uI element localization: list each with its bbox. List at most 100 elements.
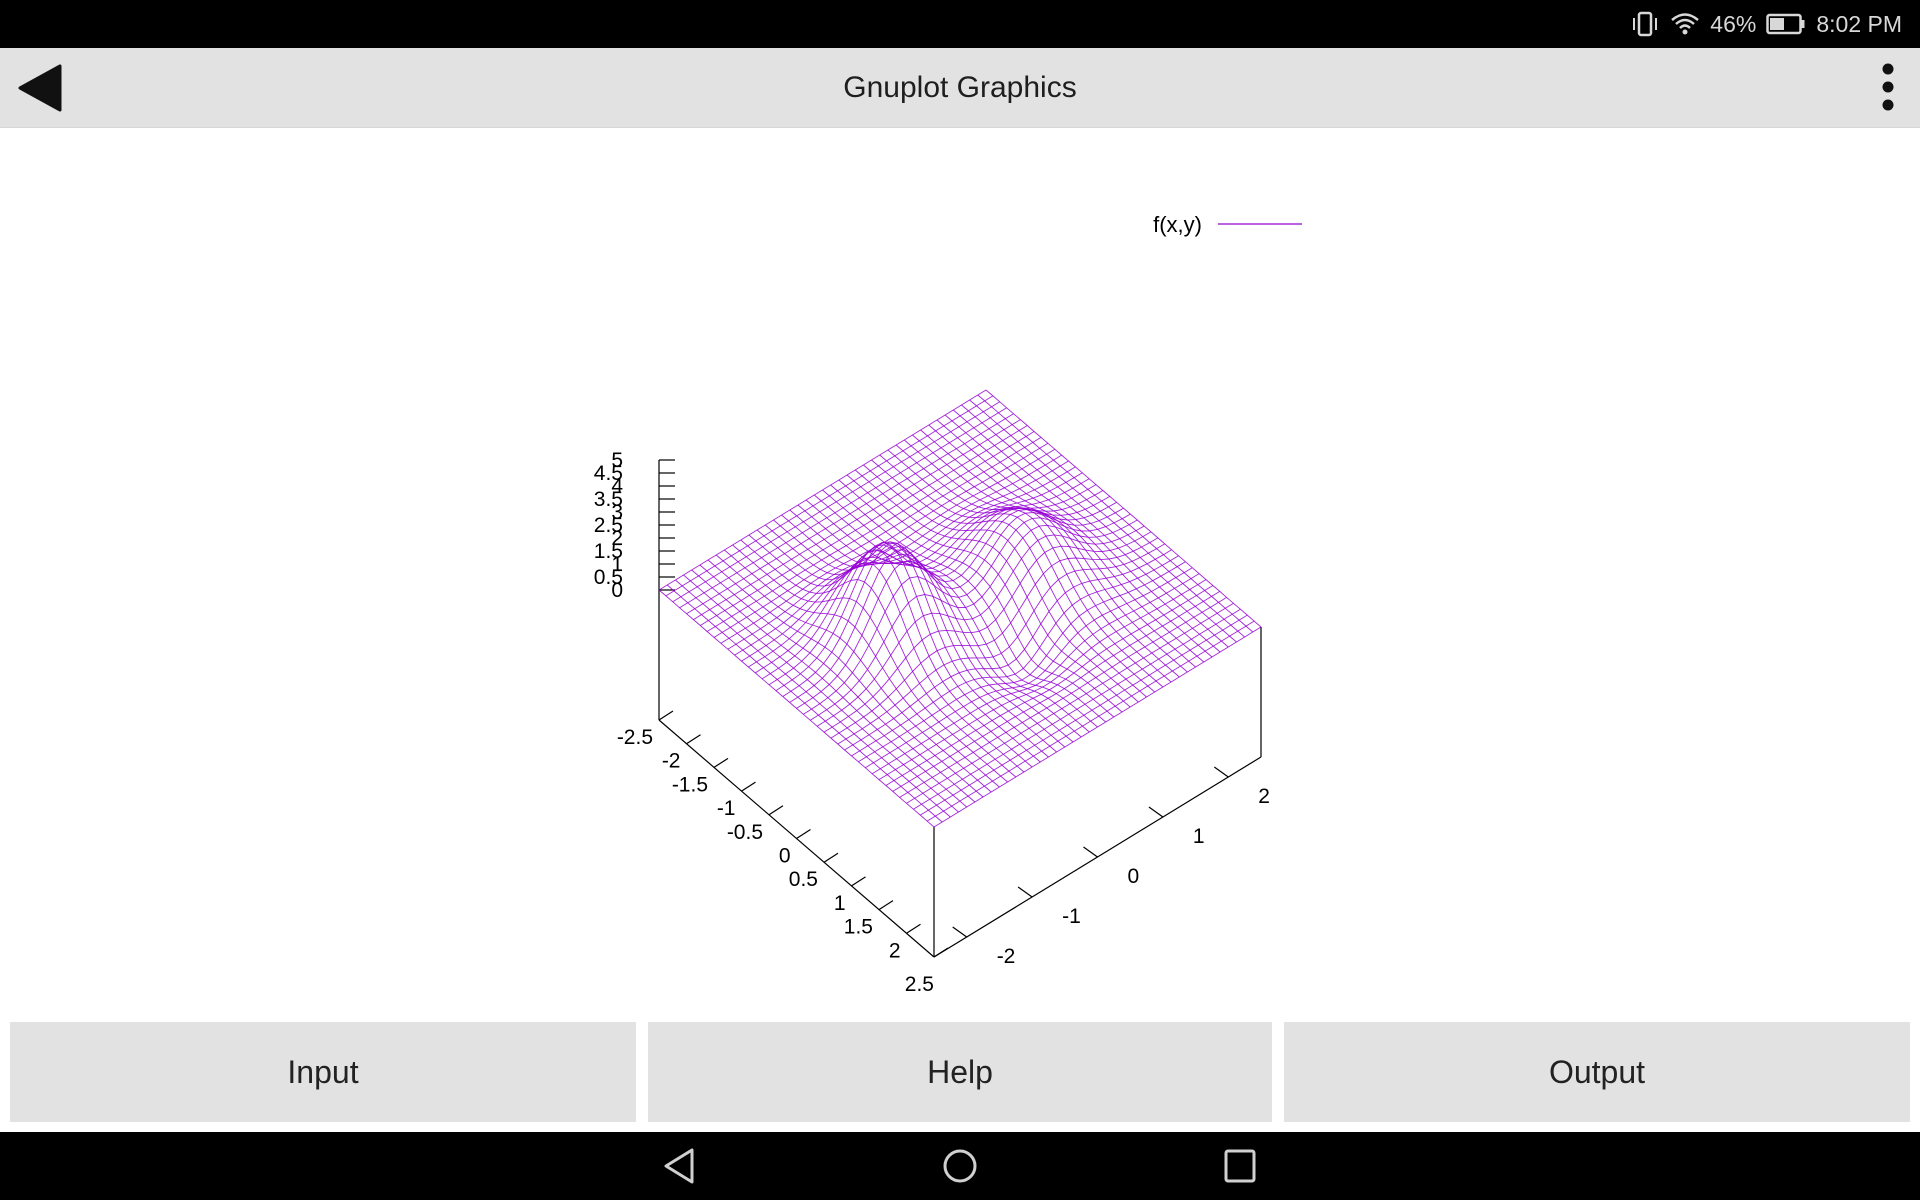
nav-back-icon xyxy=(664,1148,694,1184)
x-tick-label: -2 xyxy=(662,750,681,773)
surface-mesh xyxy=(658,389,1262,828)
z-tick-label: 4.5 xyxy=(594,462,623,485)
mesh-line-x xyxy=(865,567,1193,769)
mesh-line-x xyxy=(789,501,1117,703)
mesh-line-y xyxy=(789,509,1066,748)
z-tick-label: 4 xyxy=(611,475,623,498)
status-icons: 46% 8:02 PM xyxy=(1630,0,1902,48)
x-tick xyxy=(658,710,674,721)
mesh-line-y xyxy=(904,439,1180,678)
help-button[interactable]: Help xyxy=(648,1022,1272,1122)
overflow-menu-button[interactable] xyxy=(1870,60,1906,116)
x-tick-label: 0 xyxy=(779,845,791,868)
z-tick-label: 2 xyxy=(611,527,623,550)
nav-bar xyxy=(0,1132,1920,1200)
mesh-line-y xyxy=(863,464,1139,703)
z-tick-label: 1.5 xyxy=(594,540,623,563)
status-time: 8:02 PM xyxy=(1816,10,1902,37)
vibrate-icon xyxy=(1630,11,1660,37)
mesh-line-y xyxy=(887,449,1164,688)
z-tick-label: 0.5 xyxy=(594,566,623,589)
x-tick-label: -2.5 xyxy=(617,726,653,749)
mesh-line-x xyxy=(823,531,1152,733)
x-tick xyxy=(768,805,784,816)
page-title: Gnuplot Graphics xyxy=(843,71,1077,104)
x-tick xyxy=(686,734,701,745)
mesh-line-y xyxy=(961,404,1237,643)
mesh-line-x xyxy=(844,549,1172,751)
mesh-line-x xyxy=(810,519,1138,721)
y-tick xyxy=(1017,886,1033,898)
mesh-line-x xyxy=(933,626,1262,828)
z-tick-label: 5 xyxy=(611,449,623,472)
nav-recents-button[interactable] xyxy=(1216,1144,1264,1188)
mesh-line-y xyxy=(920,429,1196,668)
y-tick xyxy=(1083,846,1098,858)
mesh-line-x xyxy=(920,614,1248,816)
mesh-line-x xyxy=(926,620,1255,822)
back-button[interactable] xyxy=(14,62,66,114)
mesh-line-x xyxy=(899,597,1227,798)
back-arrow-icon xyxy=(18,64,62,112)
mesh-line-y xyxy=(912,434,1188,673)
mesh-line-x xyxy=(906,602,1234,804)
mesh-line-y xyxy=(830,484,1106,723)
mesh-line-y xyxy=(871,459,1147,698)
mesh-line-y xyxy=(928,424,1205,663)
mesh-line-x xyxy=(885,585,1214,786)
battery-icon xyxy=(1766,12,1806,36)
wifi-icon xyxy=(1670,11,1700,37)
mesh-line-y xyxy=(953,409,1229,648)
mesh-line-y xyxy=(838,479,1115,718)
mesh-line-x xyxy=(727,448,1056,650)
mesh-line-x xyxy=(871,573,1200,775)
mesh-line-y xyxy=(854,469,1131,708)
x-tick xyxy=(933,947,949,958)
x-tick xyxy=(878,900,894,911)
mesh-line-y xyxy=(977,394,1254,633)
mesh-line-x xyxy=(830,537,1159,739)
z-tick-label: 1 xyxy=(611,553,623,576)
mesh-line-y xyxy=(895,444,1172,683)
mesh-line-y xyxy=(936,419,1213,658)
x-tick xyxy=(906,923,921,934)
z-tick-label: 3 xyxy=(611,501,623,524)
x-tick-label: -1.5 xyxy=(672,773,708,796)
x-tick xyxy=(713,757,729,768)
x-tick-label: 2.5 xyxy=(905,973,934,996)
mesh-line-x xyxy=(816,525,1145,727)
y-tick xyxy=(1213,766,1229,778)
y-tick xyxy=(952,926,968,938)
mesh-line-y xyxy=(846,474,1123,713)
legend: f(x,y) xyxy=(1153,212,1302,237)
app-bar: Gnuplot Graphics xyxy=(0,48,1920,128)
z-tick-label: 2.5 xyxy=(594,514,623,537)
status-bar: 46% 8:02 PM xyxy=(0,0,1920,48)
mesh-line-x xyxy=(913,608,1241,810)
mesh-line-x xyxy=(858,561,1186,763)
x-tick xyxy=(796,828,811,840)
mesh-line-x xyxy=(851,555,1179,757)
z-tick-label: 0 xyxy=(611,579,623,602)
nav-back-button[interactable] xyxy=(656,1144,704,1188)
legend-label: f(x,y) xyxy=(1153,212,1202,237)
battery-percent: 46% xyxy=(1710,10,1757,37)
output-button[interactable]: Output xyxy=(1284,1022,1910,1122)
y-tick-label: -2 xyxy=(997,945,1016,968)
x-tick-label: 1.5 xyxy=(844,916,873,939)
mesh-line-y xyxy=(969,399,1245,638)
x-tick-label: -0.5 xyxy=(727,821,763,844)
nav-home-button[interactable] xyxy=(936,1144,984,1188)
y-tick xyxy=(1148,806,1164,818)
mesh-line-x xyxy=(837,543,1166,745)
y-tick-label: -1 xyxy=(1062,905,1081,928)
button-bar: Input Help Output xyxy=(0,1022,1920,1124)
z-tick-label: 3.5 xyxy=(594,488,623,511)
x-tick xyxy=(741,781,756,792)
mesh-line-y xyxy=(985,389,1262,628)
tick-labels: 54.543.532.521.510.50-2.5-2-1.5-1-0.500.… xyxy=(594,449,1270,996)
input-button[interactable]: Input xyxy=(10,1022,636,1122)
y-tick-label: 2 xyxy=(1258,785,1270,808)
y-tick-label: 0 xyxy=(1128,865,1140,888)
plot-area: f(x,y) 5 4.5 4 3.5 3 2.5 2 1.5 1 0.5 0 -2.5 -2 -1.5 -1… xyxy=(0,128,1920,1016)
